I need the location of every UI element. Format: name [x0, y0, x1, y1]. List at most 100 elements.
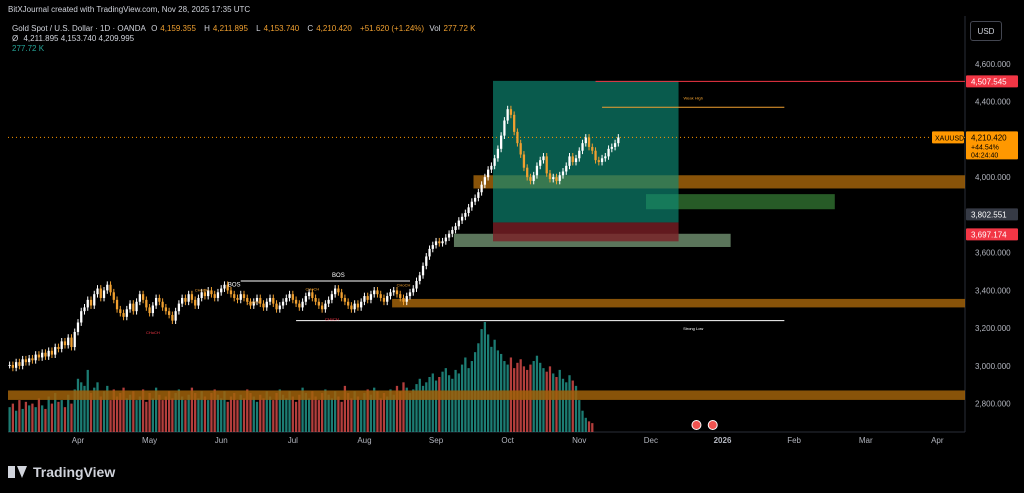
- volume-bar: [392, 394, 395, 432]
- volume-bar: [109, 400, 112, 432]
- candle-body: [265, 301, 268, 308]
- candle-body: [408, 292, 412, 297]
- candle-body: [571, 156, 574, 163]
- candle-body: [405, 296, 408, 302]
- volume-bar: [363, 392, 366, 432]
- volume-bar: [161, 400, 164, 432]
- volume-bar: [80, 382, 83, 432]
- volume-bar: [379, 398, 382, 432]
- volume-bar: [268, 396, 272, 432]
- current-price-label: 4,210.420: [971, 133, 1007, 142]
- volume-bar: [112, 389, 115, 432]
- candle-body: [493, 158, 496, 166]
- candle-body: [542, 156, 545, 161]
- volume-bar: [565, 382, 568, 432]
- price-tag-label: 4,507.545: [971, 77, 1007, 86]
- volume-bar: [47, 396, 50, 432]
- annotation-choch: CHoCH: [397, 283, 411, 288]
- volume-bar: [174, 392, 177, 432]
- volume-bar: [444, 368, 447, 432]
- candle-body: [425, 256, 428, 266]
- x-tick-label: Apr: [72, 436, 85, 445]
- volume-bar: [486, 334, 490, 432]
- volume-bar: [31, 403, 34, 432]
- volume-bar: [587, 421, 591, 432]
- volume-bar: [285, 398, 288, 432]
- candle-body: [304, 296, 307, 302]
- volume-bar: [405, 387, 408, 432]
- candle-body: [177, 303, 181, 312]
- volume-bar: [194, 392, 197, 432]
- candle-body: [128, 303, 132, 310]
- volume-bar: [34, 407, 37, 432]
- candle-body: [255, 297, 259, 302]
- countdown-label: 04:24:40: [971, 152, 998, 159]
- us-flag-icon: [707, 420, 718, 430]
- candle-body: [500, 135, 503, 149]
- x-tick-label: Nov: [572, 436, 586, 445]
- candle-body: [347, 301, 350, 306]
- volume-bar: [96, 382, 99, 432]
- candle-body: [112, 292, 115, 300]
- candle-body: [239, 294, 242, 300]
- candle-body: [259, 297, 262, 304]
- candle-body: [291, 294, 294, 300]
- x-tick-label: Mar: [859, 436, 873, 445]
- candle-body: [184, 297, 187, 302]
- currency-button[interactable]: USD: [970, 21, 1002, 41]
- candle-body: [63, 341, 67, 346]
- candle-body: [529, 177, 532, 181]
- candle-body: [568, 156, 571, 166]
- volume-bar: [386, 396, 389, 432]
- volume-bar: [301, 387, 304, 432]
- candle-body: [288, 294, 291, 298]
- volume-bar: [337, 396, 340, 432]
- y-tick-label: 3,600.000: [975, 249, 1011, 258]
- volume-bar: [246, 389, 249, 432]
- volume-bar: [177, 389, 181, 432]
- candle-body: [324, 303, 327, 310]
- candle-body: [44, 352, 47, 357]
- volume-bar: [324, 389, 327, 432]
- position-loss-box: [493, 222, 679, 242]
- volume-bar: [229, 396, 233, 432]
- annotation-choch: CHoCH: [247, 300, 261, 305]
- candle-body: [509, 109, 513, 115]
- volume-bar: [213, 389, 216, 432]
- volume-bar: [347, 392, 350, 432]
- candle-body: [151, 305, 154, 314]
- candle-body: [158, 297, 161, 302]
- x-tick-label: Aug: [357, 436, 371, 445]
- volume-bar: [421, 385, 425, 432]
- volume-bar: [340, 401, 343, 432]
- candle-body: [122, 313, 125, 317]
- volume-bar: [57, 401, 60, 432]
- volume-bar: [360, 400, 363, 432]
- symbol-tag-bg: [932, 131, 964, 144]
- candle-body: [272, 297, 275, 304]
- annotation-choch: CHoCH: [146, 330, 160, 335]
- indicator-prefix: Ø: [12, 34, 19, 43]
- volume-bar: [571, 380, 574, 432]
- symbol-title[interactable]: Gold Spot / U.S. Dollar · 1D · OANDA: [12, 24, 146, 33]
- volume-bar: [216, 394, 220, 432]
- y-tick-label: 3,400.000: [975, 286, 1011, 295]
- volume-bar: [252, 396, 255, 432]
- candle-body: [565, 165, 568, 172]
- candle-body: [473, 197, 477, 202]
- volume-bar: [115, 396, 119, 432]
- volume-bar: [184, 400, 187, 432]
- volume-bar: [311, 391, 314, 432]
- volume-bar: [382, 392, 386, 432]
- candle-body: [353, 303, 356, 310]
- y-tick-label: 2,800.000: [975, 400, 1011, 409]
- candle-body: [412, 288, 415, 293]
- volume-bar: [545, 371, 548, 432]
- candle-body: [141, 294, 145, 300]
- candle-body: [60, 341, 63, 349]
- candle-body: [161, 301, 164, 308]
- volume-bar: [568, 375, 571, 432]
- volume-bar: [8, 407, 11, 432]
- candle-body: [181, 297, 184, 304]
